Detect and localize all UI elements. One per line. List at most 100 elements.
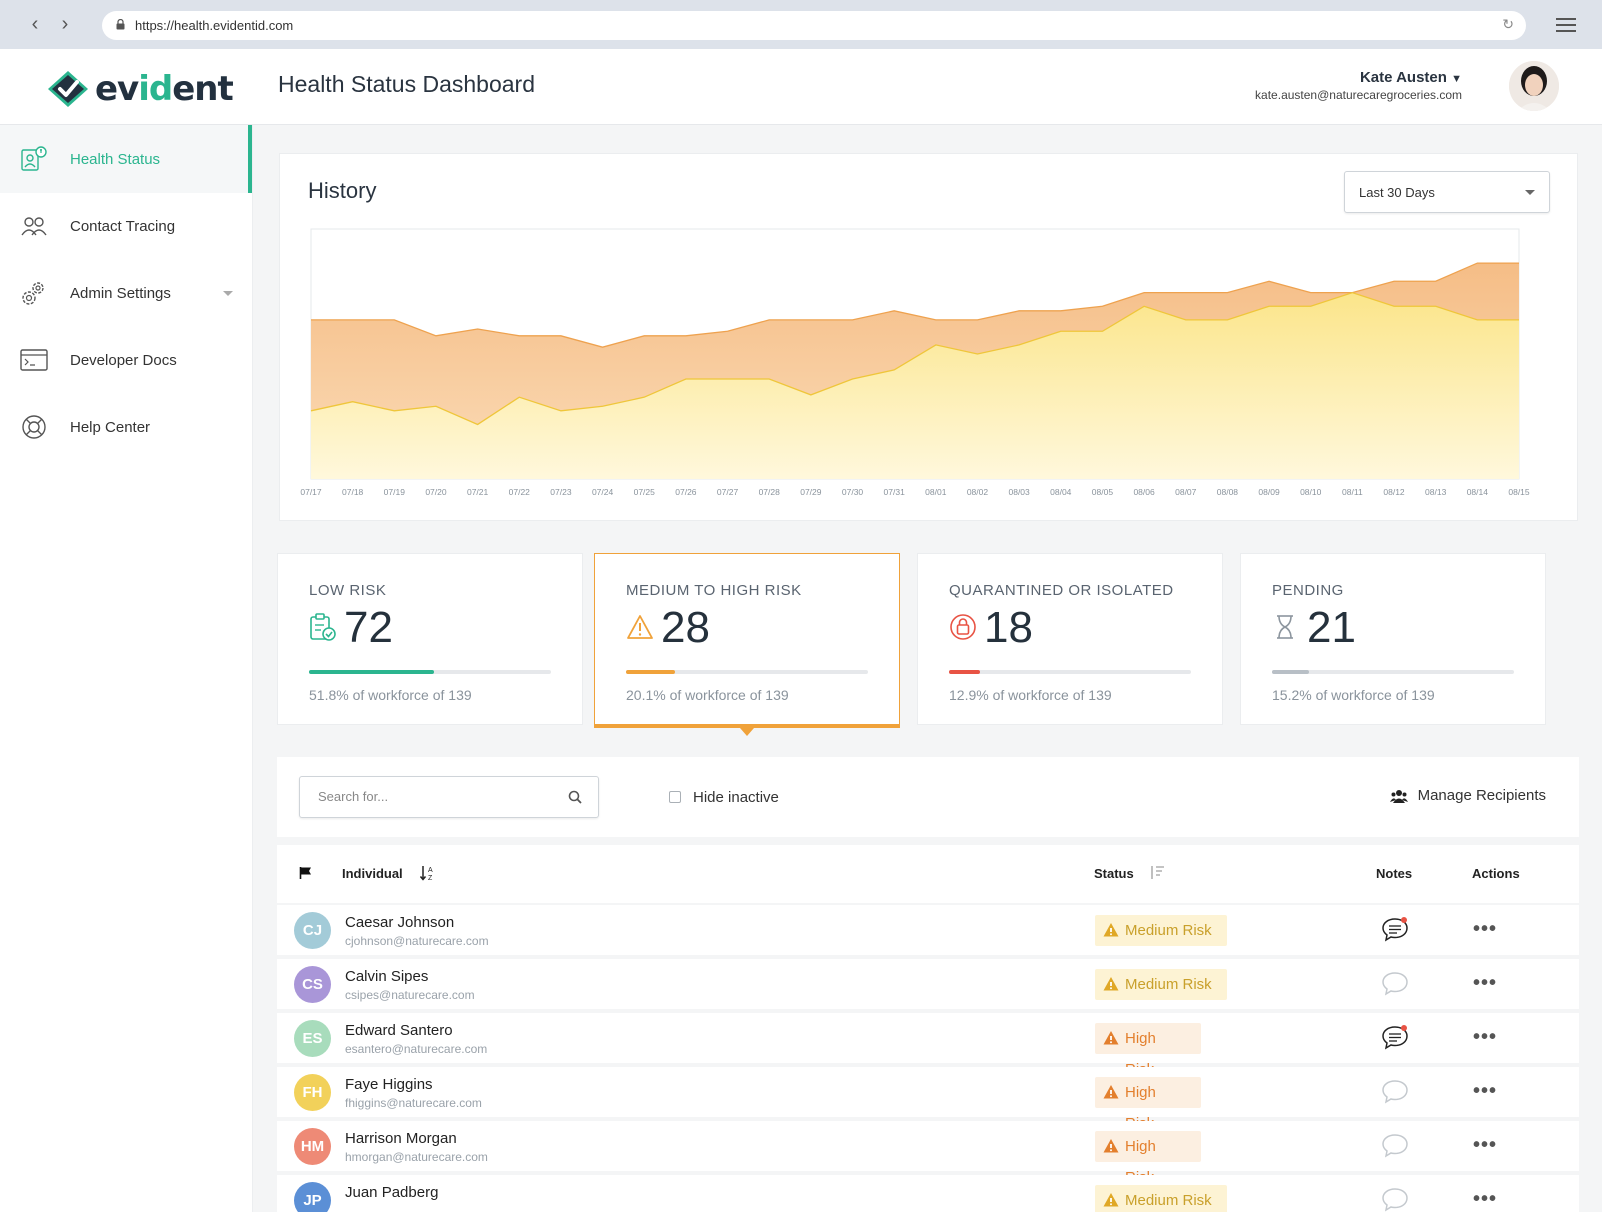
individual-name[interactable]: Edward Santero [345, 1022, 453, 1039]
individual-name[interactable]: Harrison Morgan [345, 1130, 457, 1147]
individual-email: cjohnson@naturecare.com [345, 934, 489, 948]
stat-label: LOW RISK [309, 582, 387, 599]
individual-name[interactable]: Calvin Sipes [345, 968, 429, 985]
avatar[interactable] [1509, 61, 1559, 111]
gear-icon [22, 282, 44, 305]
warning-icon [1103, 1139, 1119, 1153]
clipboard-check-icon [310, 613, 336, 641]
more-actions-icon[interactable]: ••• [1473, 1026, 1498, 1048]
x-tick-label: 08/02 [967, 487, 989, 497]
stat-card-pending[interactable]: PENDING 21 15.2% of workforce of 139 [1240, 553, 1546, 725]
note-empty-icon[interactable] [1381, 1077, 1409, 1105]
column-header-actions: Actions [1472, 866, 1520, 881]
avatar: CJ [294, 912, 331, 949]
reload-icon[interactable]: ↻ [1502, 16, 1514, 32]
note-unread-icon[interactable] [1381, 915, 1409, 943]
sidebar-item-label: Admin Settings [70, 284, 171, 302]
note-unread-icon[interactable] [1381, 1023, 1409, 1051]
search-icon[interactable] [568, 790, 582, 804]
individual-email: fhiggins@naturecare.com [345, 1096, 482, 1110]
table-row[interactable]: FH Faye Higgins fhiggins@naturecare.com Hig… [277, 1067, 1579, 1132]
x-tick-label: 08/13 [1425, 487, 1447, 497]
sidebar-item-label: Health Status [70, 150, 161, 168]
health-status-icon [21, 146, 47, 171]
x-tick-label: 08/08 [1217, 487, 1239, 497]
individual-name[interactable]: Caesar Johnson [345, 914, 455, 931]
individual-name[interactable]: Juan Padberg [345, 1184, 439, 1201]
x-tick-label: 07/26 [675, 487, 697, 497]
more-actions-icon[interactable]: ••• [1473, 1134, 1498, 1156]
chart-line-series-0 [311, 262, 1519, 348]
table-row[interactable]: JP Juan Padberg Medium Risk ••• [277, 1175, 1579, 1212]
x-tick-label: 08/06 [1133, 487, 1155, 497]
individual-email: esantero@naturecare.com [345, 1042, 488, 1056]
terminal-icon [20, 349, 48, 371]
chart-area-series-1 [311, 292, 1519, 479]
sidebar-item-help-center[interactable]: Help Center [0, 393, 252, 461]
x-tick-label: 08/01 [925, 487, 947, 497]
stat-value: 72 [344, 603, 393, 652]
note-empty-icon[interactable] [1381, 1131, 1409, 1159]
more-actions-icon[interactable]: ••• [1473, 918, 1498, 940]
x-tick-label: 08/12 [1383, 487, 1405, 497]
more-actions-icon[interactable]: ••• [1473, 1080, 1498, 1102]
x-tick-label: 08/15 [1508, 487, 1530, 497]
hide-inactive-checkbox[interactable] [669, 791, 681, 803]
table-row[interactable]: HM Harrison Morgan hmorgan@naturecare.com H… [277, 1121, 1579, 1186]
status-badge: Medium Risk [1095, 915, 1227, 946]
column-header-individual[interactable]: Individual [342, 866, 403, 881]
x-tick-label: 07/30 [842, 487, 864, 497]
individual-email: hmorgan@naturecare.com [345, 1150, 488, 1164]
logo-mark-icon [48, 71, 88, 107]
note-empty-icon[interactable] [1381, 969, 1409, 997]
more-actions-icon[interactable]: ••• [1473, 1188, 1498, 1210]
status-badge: Medium Risk [1095, 1185, 1227, 1212]
address-bar[interactable]: https://health.evidentid.com ↻ [102, 11, 1526, 40]
sidebar-item-admin-settings[interactable]: Admin Settings [0, 259, 252, 327]
logo-wordmark: evident [95, 69, 234, 109]
stat-card-low-risk[interactable]: LOW RISK 72 51.8% of workforce of 139 [277, 553, 583, 725]
stat-card-quarantined[interactable]: QUARANTINED OR ISOLATED 18 12.9% of work… [917, 553, 1223, 725]
note-empty-icon[interactable] [1381, 1185, 1409, 1212]
stat-label: PENDING [1272, 582, 1344, 599]
history-title: History [308, 178, 377, 203]
stat-label: MEDIUM TO HIGH RISK [626, 582, 802, 599]
flag-icon[interactable] [299, 866, 313, 880]
x-tick-label: 08/05 [1092, 487, 1114, 497]
sidebar-item-contact-tracing[interactable]: Contact Tracing [0, 192, 252, 260]
browser-menu-icon[interactable] [1556, 18, 1576, 32]
stat-subtext: 12.9% of workforce of 139 [949, 687, 1112, 703]
date-range-select[interactable]: Last 30 Days [1344, 171, 1550, 213]
user-menu[interactable]: Kate Austen ▼ kate.austen@naturecaregroc… [1255, 69, 1462, 102]
more-actions-icon[interactable]: ••• [1473, 972, 1498, 994]
hourglass-icon [1277, 615, 1293, 639]
stat-progress-fill [309, 670, 435, 674]
individual-name[interactable]: Faye Higgins [345, 1076, 433, 1093]
lock-icon [116, 19, 125, 30]
column-header-status[interactable]: Status [1094, 866, 1134, 881]
history-chart: 07/17 07/18 07/19 07/20 07/21 07/22 07/23 07/24… [300, 228, 1530, 497]
status-badge-label: Medium Risk [1125, 922, 1212, 939]
table-row[interactable]: CJ Caesar Johnson cjohnson@naturecare.com M… [277, 905, 1579, 955]
stat-progress-fill [1272, 670, 1309, 674]
sort-az-icon[interactable]: A Z [420, 864, 436, 882]
forward-icon[interactable]: › [61, 13, 69, 35]
search-input[interactable] [318, 789, 548, 804]
x-tick-label: 08/07 [1175, 487, 1197, 497]
x-tick-label: 07/19 [384, 487, 406, 497]
back-icon[interactable]: ‹ [31, 13, 39, 35]
contact-tracing-icon [21, 217, 47, 236]
sidebar-item-health-status[interactable]: Health Status [0, 125, 252, 193]
warning-icon [1103, 977, 1119, 991]
page-title: Health Status Dashboard [278, 71, 535, 97]
manage-recipients-button[interactable]: Manage Recipients [1389, 787, 1546, 804]
sidebar-item-developer-docs[interactable]: Developer Docs [0, 326, 252, 394]
column-header-notes: Notes [1376, 866, 1413, 881]
status-badge: High Risk [1095, 1131, 1201, 1186]
stat-card-medium-high-risk[interactable]: MEDIUM TO HIGH RISK 28 20.1% of workforc… [594, 553, 900, 736]
hide-inactive-label[interactable]: Hide inactive [693, 789, 779, 806]
sort-icon[interactable] [1149, 864, 1165, 882]
table-row[interactable]: ES Edward Santero esantero@naturecare.com H… [277, 1013, 1579, 1078]
logo[interactable]: evident [47, 69, 234, 109]
table-row[interactable]: CS Calvin Sipes csipes@naturecare.com Mediu… [277, 959, 1579, 1009]
